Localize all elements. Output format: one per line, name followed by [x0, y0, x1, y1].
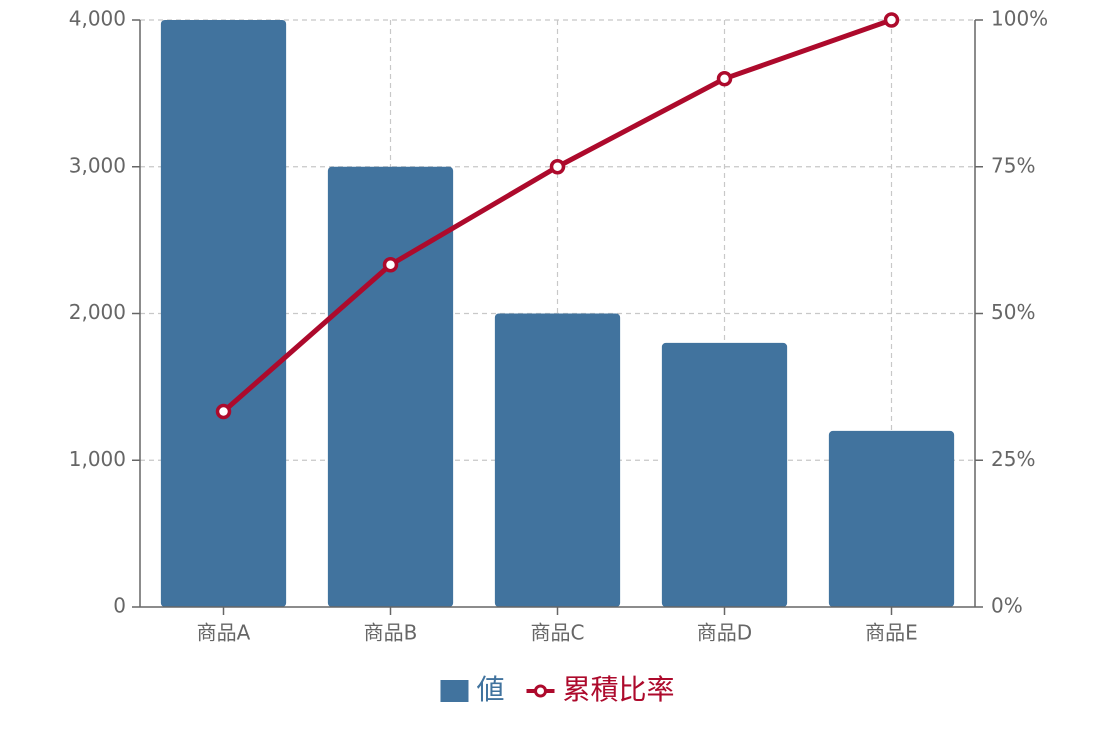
- y-tick-label: 4,000: [69, 7, 126, 31]
- bar: [828, 430, 955, 607]
- y2-tick-label: 25%: [991, 447, 1035, 471]
- legend-swatch: [440, 680, 469, 702]
- x-tick-label: 商品E: [865, 621, 918, 645]
- legend-swatch-point: [534, 684, 547, 698]
- x-tick-label: 商品A: [197, 621, 251, 645]
- bar: [661, 342, 788, 607]
- y-tick-label: 2,000: [69, 300, 126, 324]
- line-point: [883, 12, 900, 28]
- x-tick-label: 商品C: [531, 621, 585, 645]
- y2-tick-label: 100%: [991, 7, 1048, 31]
- legend: 値 累積比率: [440, 673, 675, 706]
- y2-tick-label: 0%: [991, 594, 1023, 618]
- y-tick-label: 1,000: [69, 447, 126, 471]
- bar: [160, 20, 287, 607]
- x-tick-label: 商品B: [364, 621, 418, 645]
- legend-label: 累積比率: [563, 673, 675, 706]
- y-tick-label: 3,000: [69, 153, 126, 177]
- legend-label: 値: [476, 673, 504, 706]
- line-point: [382, 257, 399, 273]
- y-tick-label: 0: [113, 594, 126, 618]
- line-point: [215, 403, 232, 420]
- line-point: [549, 159, 566, 175]
- bar: [327, 166, 454, 607]
- y2-tick-label: 50%: [991, 300, 1035, 324]
- bar: [494, 313, 621, 607]
- line-point: [716, 70, 733, 87]
- y2-tick-label: 75%: [991, 153, 1035, 177]
- x-tick-label: 商品D: [697, 621, 752, 645]
